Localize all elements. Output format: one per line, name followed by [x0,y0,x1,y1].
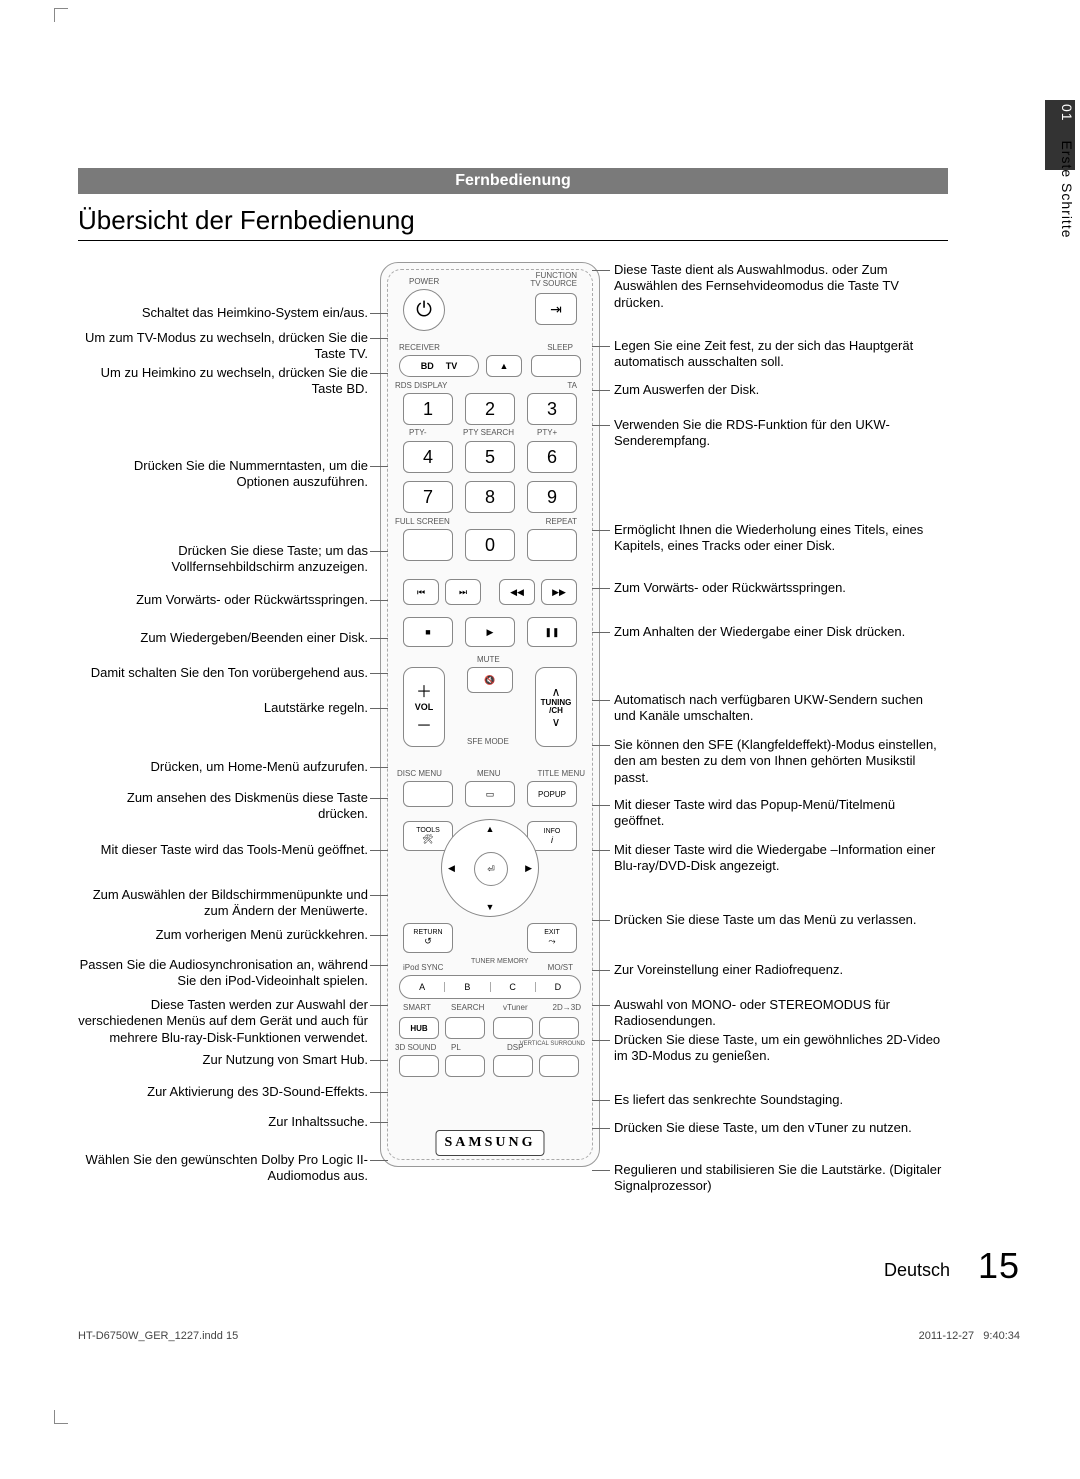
callout-right: Drücken Sie diese Taste, um den vTuner z… [614,1120,948,1136]
callout-right: Zum Anhalten der Wiedergabe einer Disk d… [614,624,948,640]
callout-right: Zum Auswerfen der Disk. [614,382,948,398]
callout-left: Zum vorherigen Menü zurückkehren. [78,927,368,943]
language-label: Deutsch [884,1260,950,1281]
callout-right: Mit dieser Taste wird das Popup-Menü/Tit… [614,797,948,830]
callout-right: Regulieren und stabilisieren Sie die Lau… [614,1162,948,1195]
section-label: Erste Schritte [1059,140,1075,238]
callout-right: Ermöglicht Ihnen die Wiederholung eines … [614,522,948,555]
callout-left: Zum Auswählen der Bildschirmmenüpunkte u… [78,887,368,920]
callouts: Schaltet das Heimkino-System ein/aus. Um … [78,262,948,1222]
callout-right: Mit dieser Taste wird die Wiedergabe –In… [614,842,948,875]
callout-left: Lautstärke regeln. [78,700,368,716]
callout-right: Zur Voreinstellung einer Radiofrequenz. [614,962,948,978]
callout-right: Diese Taste dient als Auswahlmodus. oder… [614,262,948,311]
callout-left: Schaltet das Heimkino-System ein/aus. [78,305,368,321]
callout-left: Zum Wiedergeben/Beenden einer Disk. [78,630,368,646]
callout-left: Zur Aktivierung des 3D-Sound-Effekts. [78,1084,368,1100]
page-number: 15 [978,1245,1020,1287]
callout-left: Zum Vorwärts- oder Rückwärtsspringen. [78,592,368,608]
callout-right: Legen Sie eine Zeit fest, zu der sich da… [614,338,948,371]
callout-left: Zum ansehen des Diskmenüs diese Taste dr… [78,790,368,823]
callout-left: Zur Inhaltssuche. [78,1114,368,1130]
callout-right: Drücken Sie diese Taste um das Menü zu v… [614,912,948,928]
callout-left: Mit dieser Taste wird das Tools-Menü geö… [78,842,368,858]
title-rule [78,240,948,241]
footer-date: 2011-12-27 9:40:34 [919,1330,1020,1342]
callout-right: Automatisch nach verfügbaren UKW-Sendern… [614,692,948,725]
callout-left: Damit schalten Sie den Ton vorübergehend… [78,665,368,681]
callout-right: Verwenden Sie die RDS-Funktion für den U… [614,417,948,450]
callout-left: Drücken Sie diese Taste; um das Vollfern… [78,543,368,576]
callout-left: Drücken Sie die Nummerntasten, um die Op… [78,458,368,491]
callout-right: Es liefert das senkrechte Soundstaging. [614,1092,948,1108]
page-title: Übersicht der Fernbedienung [78,205,415,236]
callout-left: Zur Nutzung von Smart Hub. [78,1052,368,1068]
callout-right: Drücken Sie diese Taste, um ein gewöhnli… [614,1032,948,1065]
callout-right: Sie können den SFE (Klangfeldeffekt)-Mod… [614,737,948,786]
callout-left: Um zu Heimkino zu wechseln, drücken Sie … [78,365,368,398]
footer-file: HT-D6750W_GER_1227.indd 15 [78,1330,238,1342]
callout-left: Wählen Sie den gewünschten Dolby Pro Log… [78,1152,368,1185]
callout-right: Auswahl von MONO- oder STEREOMODUS für R… [614,997,948,1030]
callout-left: Um zum TV-Modus zu wechseln, drücken Sie… [78,330,368,363]
callout-left: Passen Sie die Audiosynchronisation an, … [78,957,368,990]
section-header: Fernbedienung [78,168,948,194]
section-tab: 01 Erste Schritte [1045,100,1075,270]
callout-left: Drücken, um Home-Menü aufzurufen. [78,759,368,775]
callout-left: Diese Tasten werden zur Auswahl der vers… [78,997,368,1046]
section-number: 01 [1059,104,1075,122]
callout-right: Zum Vorwärts- oder Rückwärtsspringen. [614,580,948,596]
